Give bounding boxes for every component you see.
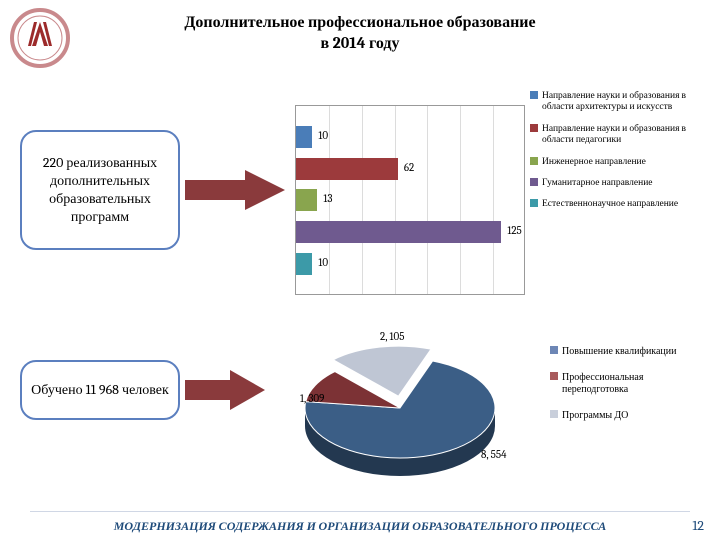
bar-chart-legend: Направление науки и образования в област… (530, 90, 715, 220)
bar-legend-item-2: Инженерное направление (530, 156, 715, 167)
pie-chart: 2, 105 1, 309 8, 554 (270, 330, 530, 480)
university-logo (10, 8, 70, 68)
legend-text: Гуманитарное направление (542, 177, 653, 188)
bar-chart: 10 62 13 125 10 (295, 105, 525, 295)
bar-label-4: 10 (318, 256, 328, 269)
legend-text: Инженерное направление (542, 156, 646, 167)
legend-text: Программы ДО (562, 409, 628, 421)
bar-legend-item-3: Гуманитарное направление (530, 177, 715, 188)
title-line1: Дополнительное профессиональное образова… (184, 13, 535, 31)
bar-label-3: 125 (507, 224, 521, 237)
legend-swatch (550, 372, 558, 380)
pie-legend-item-2: Программы ДО (550, 409, 710, 421)
arrow-to-bar-chart (185, 170, 285, 210)
page-number: 12 (692, 517, 704, 534)
bar-legend-item-1: Направление науки и образования в област… (530, 123, 715, 146)
callout-programs: 220 реализованных дополнительных образов… (20, 130, 180, 250)
legend-text: Направление науки и образования в област… (542, 123, 715, 146)
bar-label-1: 62 (404, 161, 414, 174)
footer-text: МОДЕРНИЗАЦИЯ СОДЕРЖАНИЯ И ОРГАНИЗАЦИИ ОБ… (0, 519, 720, 534)
bar-2 (296, 189, 317, 211)
legend-swatch (530, 199, 538, 207)
pie-label-2: 8, 554 (481, 448, 507, 461)
bar-legend-item-4: Естественнонаучное направление (530, 198, 715, 209)
pie-label-0: 2, 105 (380, 330, 404, 343)
legend-swatch (530, 178, 538, 186)
bar-label-2: 13 (323, 192, 332, 205)
legend-text: Направление науки и образования в област… (542, 90, 715, 113)
bar-4 (296, 253, 312, 275)
pie-legend-item-0: Повышение квалификации (550, 345, 710, 357)
callout-people-text: Обучено 11 968 человек (31, 381, 169, 399)
footer-rule (30, 511, 690, 512)
legend-text: Повышение квалификации (562, 345, 677, 357)
callout-programs-text: 220 реализованных дополнительных образов… (28, 154, 172, 227)
bar-label-0: 10 (318, 129, 328, 142)
bar-0 (296, 126, 312, 148)
callout-people: Обучено 11 968 человек (20, 360, 180, 420)
pie-chart-legend: Повышение квалификации Профессиональная п… (550, 345, 710, 435)
legend-swatch (530, 91, 538, 99)
page-title: Дополнительное профессиональное образова… (0, 0, 720, 54)
legend-swatch (530, 157, 538, 165)
pie-label-1: 1, 309 (300, 392, 324, 405)
bar-3 (296, 221, 501, 243)
legend-swatch (550, 346, 558, 354)
arrow-to-pie-chart (185, 370, 265, 410)
legend-text: Естественнонаучное направление (542, 198, 678, 209)
legend-swatch (550, 410, 558, 418)
legend-swatch (530, 124, 538, 132)
bar-1 (296, 158, 398, 180)
pie-legend-item-1: Профессиональная переподготовка (550, 371, 710, 395)
bar-legend-item-0: Направление науки и образования в област… (530, 90, 715, 113)
legend-text: Профессиональная переподготовка (562, 371, 710, 395)
title-line2: в 2014 году (321, 34, 400, 52)
